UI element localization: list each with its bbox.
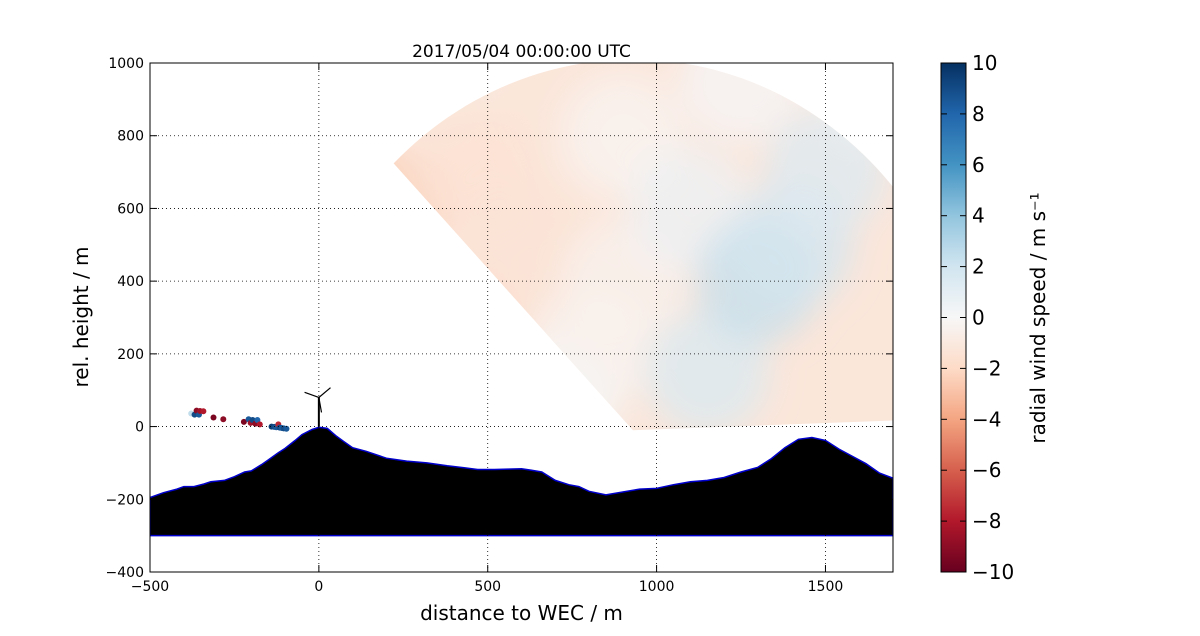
plot-area: [139, 63, 893, 537]
colorbar-tick-label-1: 8: [972, 102, 985, 126]
y-tick-label-3: 200: [117, 347, 144, 363]
colorbar-tick-label-5: 0: [972, 306, 985, 330]
turbine-blade-1: [304, 391, 320, 399]
x-tick-label-1: 0: [314, 579, 323, 595]
chart-title: 2017/05/04 00:00:00 UTC: [412, 42, 631, 62]
y-axis: −400 −200 0 200 400 600 800 1000: [106, 56, 893, 581]
y-tick-label-0: −400: [106, 565, 144, 581]
colorbar-ticks: 10 8 6 4 2 0 −2 −4 −6 −8 −10: [941, 51, 1014, 584]
y-tick-label-5: 600: [117, 201, 144, 217]
wind-field-sample-0: [139, 256, 263, 380]
plot-frame: [149, 62, 894, 573]
turbine-blade-2: [318, 397, 323, 413]
turbine-blade-0: [318, 387, 331, 398]
terrain-silhouette: [150, 426, 893, 537]
wind-field-sample-22: [679, 63, 804, 144]
colorbar-tick-label-2: 6: [972, 153, 985, 177]
grid-lines: [150, 63, 893, 572]
x-tick-label-4: 1500: [808, 579, 844, 595]
colorbar-tick-label-9: −8: [972, 509, 1001, 533]
x-axis-label: distance to WEC / m: [420, 601, 623, 625]
y-tick-label-2: 0: [135, 420, 144, 436]
x-tick-label-3: 1000: [639, 579, 675, 595]
y-axis-label: rel. height / m: [69, 246, 93, 387]
y-tick-label-4: 400: [117, 274, 144, 290]
wind-field-sample-13: [493, 346, 618, 431]
x-tick-label-2: 500: [474, 579, 501, 595]
colorbar-tick-label-10: −10: [972, 560, 1014, 584]
colorbar-tick-label-4: 2: [972, 255, 985, 279]
scan-point-14: [256, 421, 263, 428]
scan-point-5: [200, 408, 207, 415]
colorbar-tick-label-8: −6: [972, 458, 1001, 482]
scan-point-22: [283, 425, 290, 432]
y-tick-label-7: 1000: [108, 56, 144, 72]
near-field-points: [188, 407, 290, 432]
colorbar-label: radial wind speed / m s⁻¹: [1026, 192, 1050, 443]
x-axis: −500 0 500 1000 1500: [131, 63, 844, 595]
colorbar-tick-label-6: −2: [972, 356, 1001, 380]
scan-point-6: [210, 414, 217, 421]
x-tick-label-0: −500: [131, 579, 169, 595]
wind-field-sample-21: [814, 63, 893, 144]
wind-turbine: [304, 387, 331, 427]
wind-field-sample-3: [393, 255, 449, 380]
wind-field-sample-17: [645, 310, 770, 431]
colorbar-tick-label-7: −4: [972, 407, 1001, 431]
colorbar-tick-label-0: 10: [972, 51, 997, 75]
y-tick-label-6: 800: [117, 129, 144, 145]
colorbar-tick-label-3: 4: [972, 204, 985, 228]
scan-point-7: [220, 416, 227, 423]
y-tick-label-1: −200: [106, 492, 144, 508]
colorbar: 10 8 6 4 2 0 −2 −4 −6 −8 −10 radial wind speed / m…: [940, 51, 1050, 584]
wind-field-sample-4: [393, 270, 516, 395]
scan-point-8: [240, 418, 247, 425]
